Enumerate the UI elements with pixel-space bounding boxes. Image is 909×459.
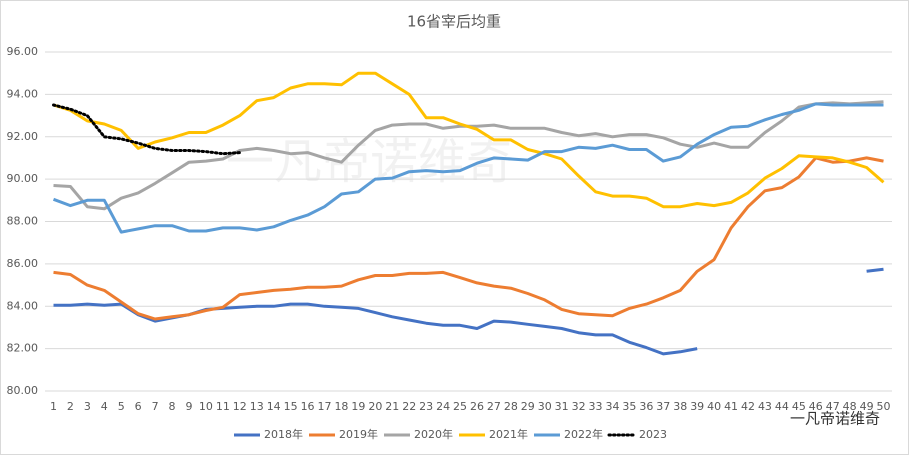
legend-label: 2018年 [264,427,303,441]
x-tick-label: 47 [826,400,840,413]
x-tick-label: 22 [402,400,416,413]
x-tick-label: 3 [84,400,91,413]
x-tick-label: 19 [351,400,365,413]
x-tick-label: 34 [605,400,619,413]
legend-label: 2023 [639,428,667,441]
y-tick-label: 84.00 [7,299,39,312]
legend-label: 2022年 [564,427,603,441]
x-tick-label: 11 [216,400,230,413]
x-tick-label: 17 [318,400,332,413]
x-tick-label: 45 [792,400,806,413]
x-tick-label: 13 [250,400,264,413]
x-tick-label: 18 [334,400,348,413]
x-tick-label: 1 [50,400,57,413]
x-tick-label: 12 [233,400,247,413]
x-tick-label: 50 [877,400,891,413]
x-tick-label: 43 [758,400,772,413]
x-tick-label: 27 [487,400,501,413]
x-tick-label: 41 [724,400,738,413]
x-tick-label: 38 [673,400,687,413]
y-tick-label: 82.00 [7,342,39,355]
x-tick-label: 25 [453,400,467,413]
x-tick-label: 6 [135,400,142,413]
legend-label: 2020年 [414,427,453,441]
x-tick-label: 9 [185,400,192,413]
x-tick-label: 29 [521,400,535,413]
x-tick-label: 8 [169,400,176,413]
x-tick-label: 5 [118,400,125,413]
x-tick-label: 30 [538,400,552,413]
series-line [53,156,884,321]
watermark-faint: 一凡帝诺维奇 [226,134,514,190]
x-tick-label: 40 [707,400,721,413]
x-tick-label: 33 [589,400,603,413]
x-tick-label: 15 [284,400,298,413]
x-tick-label: 31 [555,400,569,413]
y-tick-label: 90.00 [7,172,39,185]
x-tick-label: 39 [690,400,704,413]
y-tick-label: 96.00 [7,45,39,58]
x-tick-label: 23 [419,400,433,413]
x-tick-label: 32 [572,400,586,413]
x-tick-label: 37 [656,400,670,413]
x-tick-label: 42 [741,400,755,413]
x-tick-label: 4 [101,400,108,413]
y-tick-label: 92.00 [7,130,39,143]
x-tick-label: 44 [775,400,789,413]
x-tick-label: 26 [470,400,484,413]
series-line [52,102,884,234]
x-tick-label: 48 [843,400,857,413]
x-tick-label: 7 [152,400,159,413]
x-tick-label: 10 [199,400,213,413]
x-tick-label: 28 [504,400,518,413]
watermark: 一凡帝诺维奇 [790,410,880,428]
legend-label: 2019年 [339,427,378,441]
legend-label: 2021年 [489,427,528,441]
chart-title: 16省宰后均重 [407,13,501,31]
y-tick-label: 88.00 [7,215,39,228]
series-line [53,71,885,209]
x-tick-label: 46 [809,400,823,413]
x-tick-label: 2 [67,400,74,413]
x-tick-label: 14 [267,400,281,413]
x-tick-label: 16 [301,400,315,413]
x-tick-label: 24 [436,400,450,413]
x-tick-label: 21 [385,400,399,413]
series-line [52,103,242,156]
y-tick-label: 86.00 [7,257,39,270]
x-tick-label: 20 [368,400,382,413]
x-tick-label: 36 [639,400,653,413]
y-tick-label: 94.00 [7,87,39,100]
series-line [53,267,884,356]
y-tick-label: 80.00 [7,384,39,397]
x-tick-label: 35 [622,400,636,413]
x-tick-label: 49 [860,400,874,413]
